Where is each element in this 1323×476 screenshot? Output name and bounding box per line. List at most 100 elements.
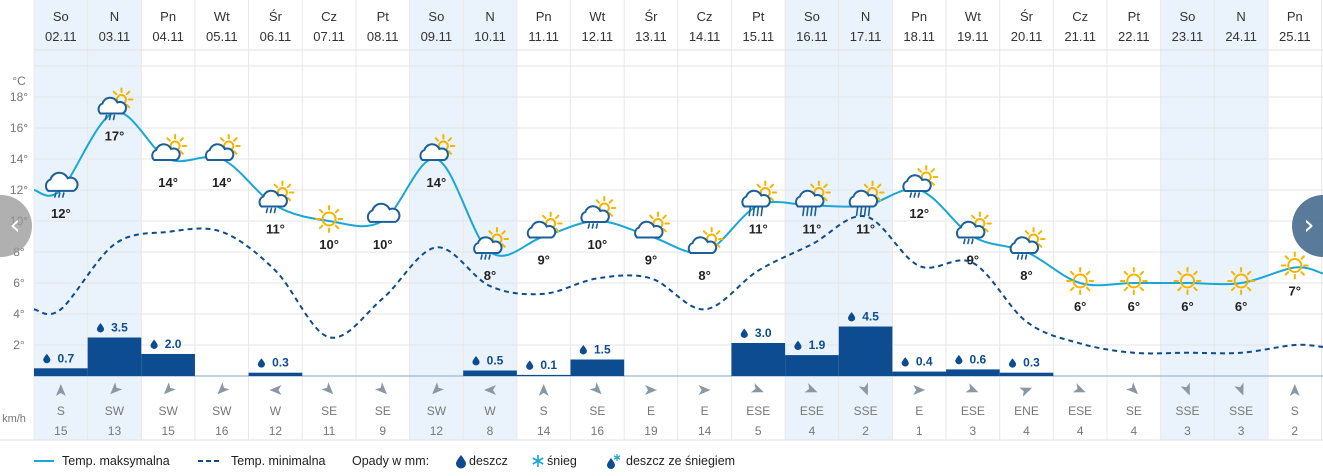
- temp-label: 7°: [1289, 284, 1301, 299]
- wind-speed: 12: [430, 424, 444, 438]
- raindrop-icon: [591, 223, 595, 229]
- sun-ray: [286, 196, 292, 202]
- temp-label: 14°: [212, 175, 232, 190]
- wind-direction: S: [57, 404, 65, 418]
- wind-arrow-shape: [1019, 387, 1033, 397]
- precip-label: 1.5: [594, 343, 611, 357]
- wind-speed: 12: [269, 424, 283, 438]
- raindrop-icon: [806, 206, 809, 217]
- wind-arrow-shape: [374, 382, 387, 395]
- precip-bar: [785, 355, 839, 376]
- sun-icon: [315, 205, 344, 233]
- day-of-week: N: [110, 9, 119, 24]
- rain-drop-icon: [955, 354, 963, 365]
- chevron-left-icon: ‹: [9, 208, 21, 241]
- wind-speed: 16: [215, 424, 229, 438]
- y-tick: 8°: [13, 245, 25, 259]
- rain-drop-icon: [472, 356, 480, 366]
- day-date: 25.11: [1279, 29, 1311, 44]
- weather-sun-cloud-rain-icon: [580, 196, 617, 229]
- wind-arrow-icon: [321, 382, 334, 395]
- sun-ray: [1024, 230, 1030, 235]
- temp-label: 14°: [427, 175, 447, 190]
- sun-ray: [434, 137, 440, 142]
- cloud-icon: [634, 220, 664, 239]
- day-of-week: N: [1236, 9, 1245, 24]
- temp-label: 14°: [158, 175, 178, 190]
- wind-arrow-icon: [589, 382, 602, 395]
- raindrop-icon: [971, 238, 974, 245]
- wind-direction: SE: [321, 404, 337, 418]
- weekend-column: [34, 0, 88, 440]
- wind-arrow-shape: [804, 383, 818, 393]
- cloud-icon: [956, 220, 986, 239]
- cloud-icon: [795, 189, 825, 208]
- day-date: 13.11: [635, 29, 667, 44]
- sun-ray: [649, 214, 654, 220]
- day-of-week: So: [1180, 9, 1196, 24]
- sun-ray: [1123, 286, 1129, 292]
- sun-ray: [823, 196, 828, 202]
- sun-icon: [1066, 267, 1095, 295]
- day-date: 06.11: [260, 29, 292, 44]
- raindrop-icon: [756, 206, 760, 217]
- weather-sun-cloud-rain-icon: [473, 227, 510, 260]
- wind-speed: 11: [323, 424, 336, 438]
- raindrop-icon: [748, 206, 752, 217]
- wind-arrow-shape: [432, 382, 445, 395]
- wind-speed: 2: [862, 424, 869, 438]
- sun-ray: [1246, 286, 1252, 292]
- sun-ray: [125, 103, 131, 109]
- weather-sun-cloud-icon: [526, 211, 563, 239]
- day-of-week: Cz: [697, 9, 713, 24]
- wind-direction: E: [915, 404, 923, 418]
- sun-ray: [1300, 255, 1305, 260]
- wind-arrow-shape: [1234, 382, 1244, 396]
- sun-ray: [1069, 270, 1075, 276]
- temp-label: 9°: [645, 253, 657, 268]
- sun-ray: [1037, 243, 1043, 248]
- raindrop-icon: [488, 254, 491, 260]
- rain-drop-icon: [96, 323, 105, 333]
- weather-sun-cloud-icon: [204, 134, 241, 161]
- wind-speed: 8: [487, 424, 494, 438]
- day-date: 10.11: [474, 29, 506, 44]
- sun-disc: [1179, 273, 1195, 289]
- wind-speed: 14: [698, 424, 712, 438]
- weather-sun-cloud-rain-icon: [258, 180, 295, 214]
- sun-disc: [321, 211, 337, 227]
- sun-ray: [1069, 286, 1075, 292]
- rain-drop-icon: [526, 360, 534, 370]
- day-of-week: N: [485, 9, 494, 24]
- min-temp-line: [33, 215, 1323, 355]
- sun-ray: [179, 137, 184, 142]
- wind-arrow-shape: [589, 382, 602, 395]
- sun-ray: [501, 243, 506, 248]
- weather-cloud-rain-icon: [45, 171, 79, 198]
- wind-direction: SSE: [1229, 404, 1253, 418]
- weather-sun-cloud-heavy-rain-icon: [848, 180, 885, 217]
- day-of-week: Wt: [589, 9, 605, 24]
- wind-speed: 15: [161, 424, 175, 438]
- wind-arrow-shape: [1126, 382, 1139, 395]
- precip-label: 0.6: [970, 352, 987, 366]
- wind-direction: W: [270, 404, 282, 418]
- wind-arrow-icon: [374, 382, 387, 395]
- cloud-icon: [580, 205, 610, 223]
- raindrop-icon: [863, 206, 867, 217]
- precip-bar: [999, 372, 1054, 376]
- sun-icon: [1280, 251, 1309, 280]
- day-of-week: Cz: [1072, 9, 1088, 24]
- wind-arrow-shape: [644, 385, 657, 395]
- sun-icon: [1119, 267, 1148, 295]
- day-of-week: Wt: [965, 9, 981, 24]
- weather-sun-cloud-rain-icon: [902, 165, 939, 198]
- sun-ray: [595, 199, 601, 204]
- cloud-icon: [1009, 236, 1040, 254]
- sun-ray: [917, 168, 922, 173]
- sun-ray: [930, 168, 936, 173]
- sun-ray: [233, 137, 238, 142]
- sun-ray: [488, 230, 493, 235]
- precip-label: 2.0: [165, 337, 182, 351]
